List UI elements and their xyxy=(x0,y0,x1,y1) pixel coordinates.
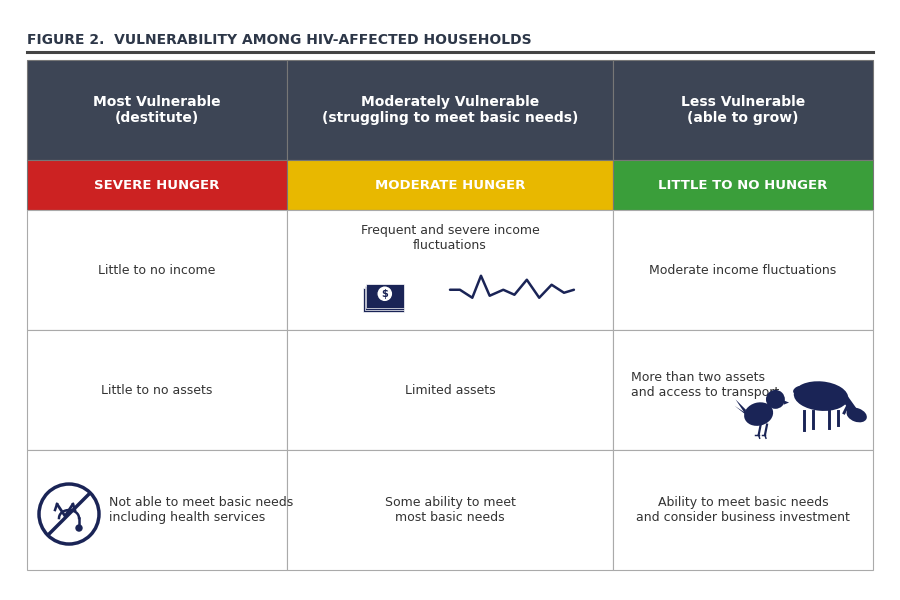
Bar xyxy=(613,330,873,450)
Ellipse shape xyxy=(847,406,854,412)
Text: Little to no income: Little to no income xyxy=(98,263,216,277)
Text: Moderately Vulnerable
(struggling to meet basic needs): Moderately Vulnerable (struggling to mee… xyxy=(322,95,578,125)
Text: Moderate income fluctuations: Moderate income fluctuations xyxy=(650,263,837,277)
Text: Most Vulnerable
(destitute): Most Vulnerable (destitute) xyxy=(94,95,220,125)
Text: FIGURE 2.  VULNERABILITY AMONG HIV-AFFECTED HOUSEHOLDS: FIGURE 2. VULNERABILITY AMONG HIV-AFFECT… xyxy=(27,33,532,47)
Polygon shape xyxy=(734,400,746,414)
Bar xyxy=(365,284,404,308)
Text: Little to no assets: Little to no assets xyxy=(102,383,212,397)
Text: Some ability to meet
most basic needs: Some ability to meet most basic needs xyxy=(384,496,516,524)
Bar xyxy=(364,288,404,312)
Bar xyxy=(613,210,873,330)
Text: More than two assets
and access to transport: More than two assets and access to trans… xyxy=(631,371,779,399)
Ellipse shape xyxy=(793,386,803,394)
Text: Limited assets: Limited assets xyxy=(405,383,495,397)
Text: MODERATE HUNGER: MODERATE HUNGER xyxy=(374,179,526,191)
Polygon shape xyxy=(840,394,857,411)
Circle shape xyxy=(76,525,82,531)
Ellipse shape xyxy=(744,403,773,426)
Bar xyxy=(287,60,613,160)
Text: SEVERE HUNGER: SEVERE HUNGER xyxy=(94,179,220,191)
Bar xyxy=(27,210,287,330)
Bar xyxy=(287,330,613,450)
Bar xyxy=(287,210,613,330)
Ellipse shape xyxy=(794,381,848,411)
Text: Less Vulnerable
(able to grow): Less Vulnerable (able to grow) xyxy=(681,95,806,125)
Circle shape xyxy=(766,390,785,409)
Bar xyxy=(613,450,873,570)
Bar xyxy=(287,160,613,210)
Text: Ability to meet basic needs
and consider business investment: Ability to meet basic needs and consider… xyxy=(636,496,850,524)
Circle shape xyxy=(377,286,392,302)
Text: Frequent and severe income
fluctuations: Frequent and severe income fluctuations xyxy=(361,224,539,252)
Bar xyxy=(27,450,287,570)
Bar xyxy=(287,450,613,570)
Bar xyxy=(27,60,287,160)
Bar xyxy=(364,286,404,310)
Bar xyxy=(613,160,873,210)
Bar xyxy=(613,60,873,160)
Text: Not able to meet basic needs
including health services: Not able to meet basic needs including h… xyxy=(109,496,293,524)
Text: $: $ xyxy=(382,289,388,299)
Text: LITTLE TO NO HUNGER: LITTLE TO NO HUNGER xyxy=(658,179,828,191)
Ellipse shape xyxy=(847,407,867,422)
Bar xyxy=(27,160,287,210)
Polygon shape xyxy=(784,400,789,404)
Bar xyxy=(27,330,287,450)
